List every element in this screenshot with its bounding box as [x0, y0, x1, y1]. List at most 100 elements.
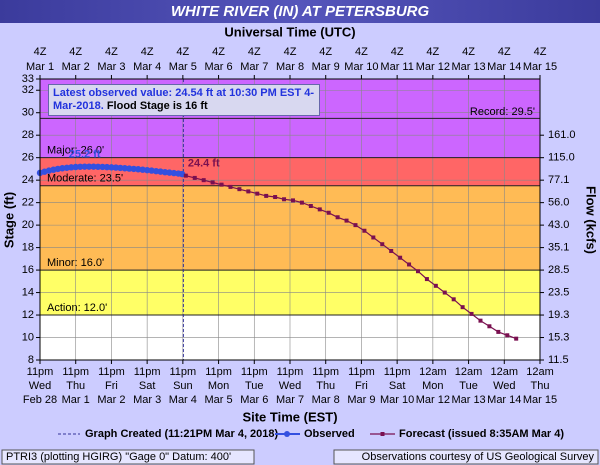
forecast-point	[326, 210, 331, 215]
observed-point	[85, 163, 93, 170]
legend-label: Graph Created (11:21PM Mar 4, 2018)	[85, 428, 279, 440]
y2-tick-label: 43.0	[548, 219, 569, 231]
local-time-label: 11pm	[170, 366, 197, 378]
forecast-point	[308, 204, 313, 209]
utc-hour-label: 4Z	[391, 46, 404, 58]
y2-tick-label: 19.3	[548, 309, 569, 321]
forecast-point	[183, 173, 188, 178]
legend-label: Observed	[304, 428, 355, 440]
peak-label: 25.2 ft	[69, 149, 101, 161]
utc-hour-label: 4Z	[355, 46, 368, 58]
y2-tick-label: 56.0	[548, 197, 569, 209]
chart-title: WHITE RIVER (IN) AT PETERSBURG	[171, 3, 430, 20]
local-time-label: 11pm	[241, 366, 268, 378]
local-time-label: 11pm	[62, 366, 89, 378]
stage-label: Action: 12.0'	[47, 302, 107, 314]
utc-hour-label: 4Z	[105, 46, 118, 58]
y-tick-label: 12	[22, 309, 34, 321]
y2-tick-label: 15.3	[548, 331, 569, 343]
local-weekday-label: Thu	[66, 380, 85, 392]
forecast-point	[273, 195, 278, 200]
local-date-label: Mar 2	[97, 394, 125, 406]
y-axis-title: Stage (ft)	[1, 192, 16, 248]
utc-hour-label: 4Z	[176, 46, 189, 58]
utc-date-label: Mar 1	[26, 61, 54, 73]
note-flood-stage: Flood Stage is 16 ft	[106, 100, 208, 112]
local-weekday-label: Wed	[493, 380, 515, 392]
observed-point	[178, 170, 186, 178]
local-time-label: 11pm	[27, 366, 54, 378]
local-weekday-label: Fri	[105, 380, 118, 392]
forecast-point	[353, 223, 358, 228]
local-time-label: 11pm	[384, 366, 411, 378]
y2-tick-label: 28.5	[548, 264, 569, 276]
forecast-point	[335, 215, 340, 220]
legend-label: Forecast (issued 8:35AM Mar 4)	[399, 428, 564, 440]
utc-hour-label: 4Z	[248, 46, 261, 58]
y2-axis-title: Flow (kcfs)	[584, 186, 599, 254]
y2-tick-label: 35.1	[548, 242, 569, 254]
forecast-point	[290, 198, 295, 203]
utc-hour-label: 4Z	[534, 46, 547, 58]
y-tick-label: 14	[22, 286, 34, 298]
plot-frame	[39, 78, 541, 361]
forecast-point	[299, 200, 304, 205]
local-date-label: Mar 15	[523, 394, 557, 406]
utc-hour-label: 4Z	[462, 46, 475, 58]
forecast-point	[433, 283, 438, 288]
forecast-point	[192, 175, 197, 180]
y-tick-label: 33	[22, 73, 34, 85]
forecast-point	[398, 255, 403, 260]
y2-tick-label: 77.1	[548, 174, 569, 186]
utc-date-label: Mar 8	[276, 61, 304, 73]
local-weekday-label: Thu	[316, 380, 335, 392]
record-label: Record: 29.5'	[470, 106, 535, 118]
observed-point	[81, 163, 88, 170]
local-time-label: 11pm	[312, 366, 339, 378]
local-date-label: Mar 4	[169, 394, 197, 406]
local-date-label: Mar 10	[380, 394, 414, 406]
forecast-point	[469, 311, 474, 316]
forecast-point	[317, 207, 322, 212]
stage-label: Major: 26.0'	[47, 145, 104, 157]
forecast-point	[255, 191, 260, 196]
utc-date-label: Mar 2	[62, 61, 90, 73]
local-weekday-label: Sat	[389, 380, 406, 392]
local-weekday-label: Sun	[173, 380, 193, 392]
stage-label: Moderate: 23.5'	[47, 173, 123, 185]
forecast-point	[514, 336, 519, 341]
x-axis-title: Site Time (EST)	[242, 409, 337, 424]
stage-label: Minor: 16.0'	[47, 257, 104, 269]
utc-hour-label: 4Z	[141, 46, 154, 58]
local-weekday-label: Tue	[245, 380, 264, 392]
forecast-point	[201, 178, 206, 183]
local-time-label: 11pm	[277, 366, 304, 378]
footer-box	[1, 449, 255, 465]
utc-date-label: Mar 15	[523, 61, 557, 73]
observed-point	[90, 163, 97, 170]
title-bar	[0, 0, 600, 23]
utc-date-label: Mar 10	[344, 61, 378, 73]
forecast-point	[371, 235, 376, 240]
utc-date-label: Mar 14	[487, 61, 521, 73]
utc-date-label: Mar 5	[169, 61, 197, 73]
y-tick-label: 24	[22, 174, 34, 186]
local-time-label: 12am	[455, 366, 483, 378]
local-time-label: 11pm	[205, 366, 232, 378]
forecast-point	[210, 180, 215, 185]
y-tick-label: 22	[22, 197, 34, 209]
footer-right: Observations courtesy of US Geological S…	[362, 451, 595, 463]
local-date-label: Mar 1	[62, 394, 90, 406]
y-tick-label: 16	[22, 264, 34, 276]
footer-left: PTRI3 (plotting HGIRG) "Gage 0" Datum: 4…	[6, 451, 231, 463]
forecast-point	[424, 277, 429, 282]
y-tick-label: 20	[22, 219, 34, 231]
forecast-point	[246, 189, 251, 194]
forecast-point	[478, 318, 483, 323]
local-time-label: 11pm	[134, 366, 161, 378]
observed-point	[94, 163, 102, 170]
forecast-point	[362, 228, 367, 233]
local-time-label: 11pm	[348, 366, 375, 378]
forecast-point	[487, 324, 492, 329]
